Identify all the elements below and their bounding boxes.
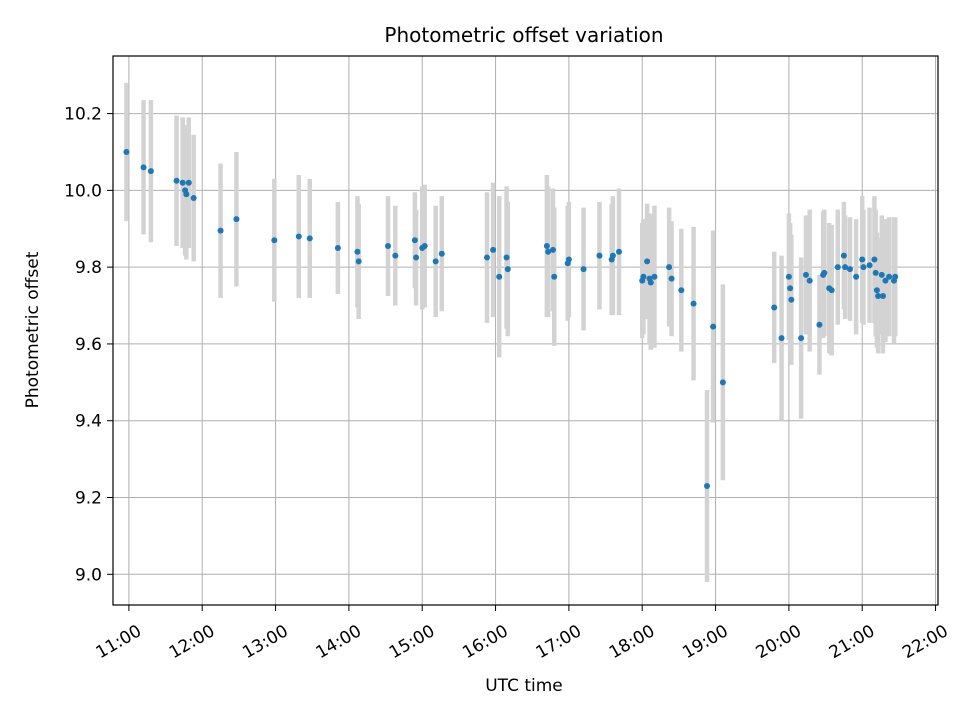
- data-point: [551, 273, 558, 280]
- y-tick-label: 10.0: [64, 181, 102, 201]
- data-point: [173, 177, 180, 184]
- data-point: [484, 254, 490, 261]
- data-point: [859, 256, 866, 263]
- data-point: [840, 252, 847, 259]
- data-point: [847, 266, 853, 273]
- data-point: [651, 273, 658, 280]
- data-point: [644, 258, 651, 265]
- data-point: [392, 252, 399, 259]
- data-point: [866, 262, 873, 269]
- data-point: [882, 277, 889, 284]
- data-point: [871, 256, 878, 263]
- data-point: [140, 164, 147, 171]
- data-point: [490, 246, 497, 253]
- y-tick-label: 9.4: [75, 412, 102, 432]
- data-point: [147, 168, 154, 175]
- data-point: [875, 292, 882, 299]
- data-point: [504, 266, 511, 273]
- data-point: [271, 237, 278, 244]
- data-point: [543, 243, 550, 250]
- data-point: [806, 277, 813, 284]
- data-point: [878, 271, 885, 278]
- data-point: [190, 195, 197, 202]
- chart-title: Photometric offset variation: [384, 23, 663, 47]
- data-point: [616, 248, 622, 255]
- data-point: [880, 292, 886, 299]
- data-point: [334, 244, 341, 251]
- data-point: [834, 264, 841, 271]
- data-point: [385, 243, 391, 250]
- y-tick-label: 9.2: [75, 489, 102, 509]
- y-tick-label: 9.6: [75, 335, 102, 355]
- data-point: [892, 273, 899, 280]
- data-point: [503, 254, 510, 261]
- data-point: [787, 285, 794, 292]
- y-axis-label: Photometric offset: [23, 251, 43, 408]
- data-point: [421, 243, 428, 250]
- data-point: [233, 216, 240, 223]
- y-tick-label: 9.8: [75, 258, 102, 278]
- data-point: [640, 273, 647, 280]
- data-point: [872, 269, 879, 276]
- data-point: [183, 191, 190, 198]
- data-point: [719, 379, 726, 386]
- data-point: [778, 335, 785, 342]
- data-point: [668, 275, 675, 282]
- plot-frame: [112, 55, 939, 606]
- data-point: [788, 296, 795, 303]
- data-point: [666, 264, 673, 271]
- y-tick-label: 10.2: [64, 105, 102, 125]
- data-point: [842, 264, 849, 271]
- data-point: [853, 273, 860, 280]
- data-point: [411, 237, 418, 244]
- data-point: [438, 250, 445, 257]
- data-point: [550, 246, 556, 253]
- x-axis-label: UTC time: [485, 676, 563, 696]
- data-point: [690, 300, 697, 307]
- data-point: [771, 304, 778, 311]
- data-point: [886, 273, 893, 280]
- data-point: [678, 287, 685, 294]
- data-point: [185, 179, 192, 186]
- data-point: [785, 273, 792, 280]
- data-point: [545, 248, 552, 255]
- data-point: [565, 256, 572, 263]
- y-axis: 9.0 9.2 9.4 9.6 9.8 10.0 10.2: [64, 105, 113, 585]
- data-point: [609, 252, 616, 259]
- data-point: [873, 287, 880, 294]
- data-point: [803, 271, 809, 278]
- data-point: [821, 269, 828, 276]
- data-point: [413, 254, 420, 261]
- data-point: [217, 227, 224, 234]
- data-point: [580, 266, 587, 273]
- data-point: [295, 233, 302, 240]
- data-point: [306, 235, 313, 242]
- data-point: [123, 148, 130, 155]
- data-points: [123, 148, 899, 489]
- data-point: [179, 179, 186, 186]
- data-point: [647, 279, 654, 286]
- data-point: [816, 321, 823, 328]
- data-point: [596, 252, 603, 259]
- data-point: [354, 248, 361, 255]
- data-point: [860, 264, 867, 271]
- y-tick-label: 9.0: [75, 565, 102, 585]
- data-point: [828, 287, 835, 294]
- data-point: [496, 273, 503, 280]
- data-point: [798, 335, 805, 342]
- data-point: [432, 258, 439, 265]
- data-point: [704, 482, 710, 489]
- data-point: [355, 258, 362, 265]
- data-point: [710, 323, 717, 330]
